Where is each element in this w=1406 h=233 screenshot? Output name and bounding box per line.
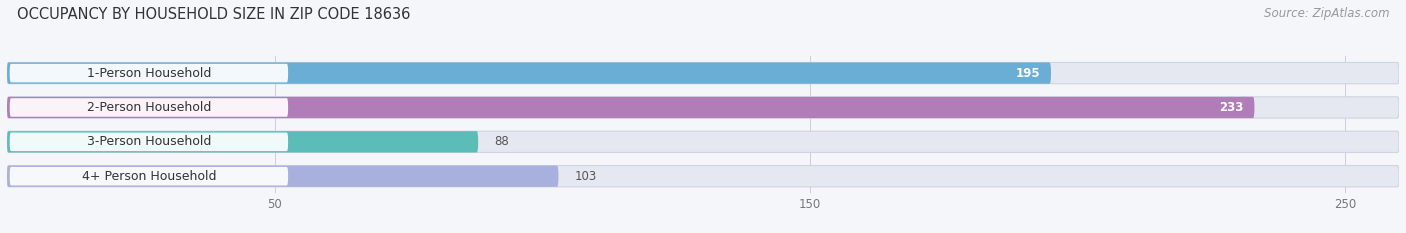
Text: OCCUPANCY BY HOUSEHOLD SIZE IN ZIP CODE 18636: OCCUPANCY BY HOUSEHOLD SIZE IN ZIP CODE …: [17, 7, 411, 22]
FancyBboxPatch shape: [7, 97, 1399, 118]
FancyBboxPatch shape: [7, 62, 1399, 84]
Text: 4+ Person Household: 4+ Person Household: [82, 170, 217, 183]
FancyBboxPatch shape: [7, 62, 1052, 84]
FancyBboxPatch shape: [10, 133, 288, 151]
Text: 2-Person Household: 2-Person Household: [87, 101, 211, 114]
Text: 3-Person Household: 3-Person Household: [87, 135, 211, 148]
FancyBboxPatch shape: [7, 166, 558, 187]
FancyBboxPatch shape: [7, 131, 478, 152]
Text: 1-Person Household: 1-Person Household: [87, 67, 211, 80]
FancyBboxPatch shape: [10, 64, 288, 82]
FancyBboxPatch shape: [10, 98, 288, 117]
Text: 195: 195: [1015, 67, 1040, 80]
Text: 103: 103: [575, 170, 596, 183]
FancyBboxPatch shape: [7, 166, 1399, 187]
Text: 88: 88: [495, 135, 509, 148]
FancyBboxPatch shape: [7, 97, 1254, 118]
FancyBboxPatch shape: [10, 167, 288, 185]
FancyBboxPatch shape: [7, 131, 1399, 152]
Text: 233: 233: [1219, 101, 1244, 114]
Text: Source: ZipAtlas.com: Source: ZipAtlas.com: [1264, 7, 1389, 20]
